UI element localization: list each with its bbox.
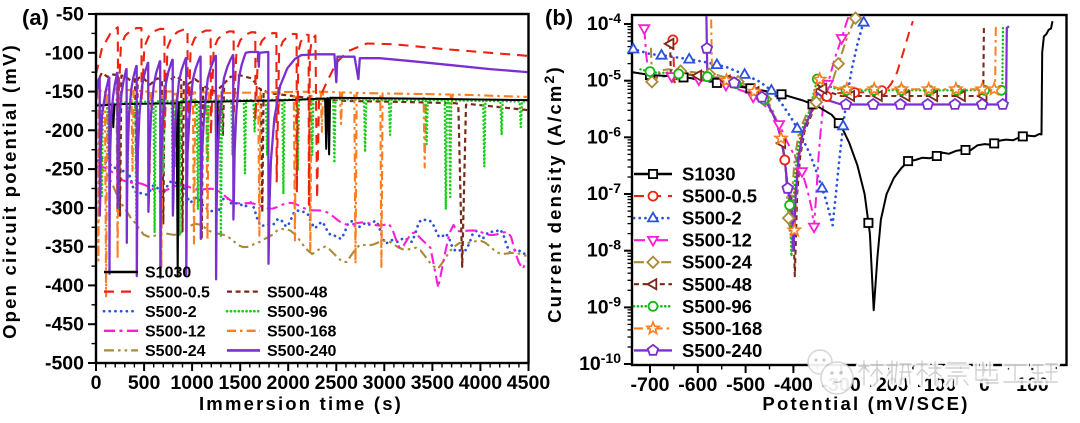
svg-text:1500: 1500 — [219, 372, 263, 394]
svg-text:(a): (a) — [22, 5, 49, 30]
svg-text:S500-48: S500-48 — [267, 284, 328, 301]
svg-text:-600: -600 — [678, 374, 717, 396]
svg-text:(b): (b) — [545, 5, 573, 30]
svg-text:0: 0 — [91, 372, 102, 394]
svg-text:4000: 4000 — [459, 372, 503, 394]
svg-text:-400: -400 — [45, 275, 84, 297]
svg-text:2500: 2500 — [315, 372, 359, 394]
svg-text:500: 500 — [128, 372, 161, 394]
svg-text:-500: -500 — [726, 374, 765, 396]
svg-text:S1030: S1030 — [682, 164, 736, 185]
svg-text:-250: -250 — [45, 159, 84, 181]
svg-text:S1030: S1030 — [145, 265, 191, 282]
svg-text:S500-48: S500-48 — [682, 274, 752, 295]
svg-text:S500-24: S500-24 — [145, 343, 206, 360]
svg-text:-150: -150 — [45, 81, 84, 103]
svg-text:Potential (mV/SCE): Potential (mV/SCE) — [762, 393, 969, 414]
svg-text:Current density (A/cm2): Current density (A/cm2) — [541, 65, 565, 323]
svg-text:Immersion time (s): Immersion time (s) — [199, 393, 403, 414]
svg-text:S500-24: S500-24 — [682, 252, 753, 273]
svg-text:S500-12: S500-12 — [682, 230, 752, 251]
svg-text:S500-96: S500-96 — [682, 296, 752, 317]
svg-text:S500-240: S500-240 — [682, 340, 762, 361]
svg-text:-100: -100 — [45, 42, 84, 64]
svg-text:4500: 4500 — [507, 372, 551, 394]
svg-text:3500: 3500 — [411, 372, 455, 394]
svg-text:1000: 1000 — [170, 372, 214, 394]
svg-text:-50: -50 — [56, 4, 84, 26]
svg-text:-400: -400 — [774, 374, 813, 396]
svg-text:2000: 2000 — [267, 372, 311, 394]
svg-text:S500-240: S500-240 — [267, 343, 336, 360]
svg-text:S500-0.5: S500-0.5 — [145, 284, 210, 301]
svg-text:S500-96: S500-96 — [267, 304, 328, 321]
svg-text:-700: -700 — [630, 374, 669, 396]
svg-text:Open circuit potential (mV): Open circuit potential (mV) — [0, 43, 20, 339]
svg-text:-200: -200 — [45, 120, 84, 142]
svg-text:3000: 3000 — [363, 372, 407, 394]
svg-text:-500: -500 — [45, 353, 84, 375]
svg-text:-350: -350 — [45, 236, 84, 258]
svg-text:S500-168: S500-168 — [267, 324, 336, 341]
svg-text:-450: -450 — [45, 314, 84, 336]
svg-text:S500-168: S500-168 — [682, 318, 762, 339]
svg-text:-300: -300 — [45, 197, 84, 219]
svg-text:S500-2: S500-2 — [145, 304, 197, 321]
svg-text:S500-2: S500-2 — [682, 208, 742, 229]
svg-text:10-10: 10-10 — [579, 350, 621, 375]
svg-text:S500-0.5: S500-0.5 — [682, 186, 757, 207]
svg-text:S500-12: S500-12 — [145, 324, 206, 341]
